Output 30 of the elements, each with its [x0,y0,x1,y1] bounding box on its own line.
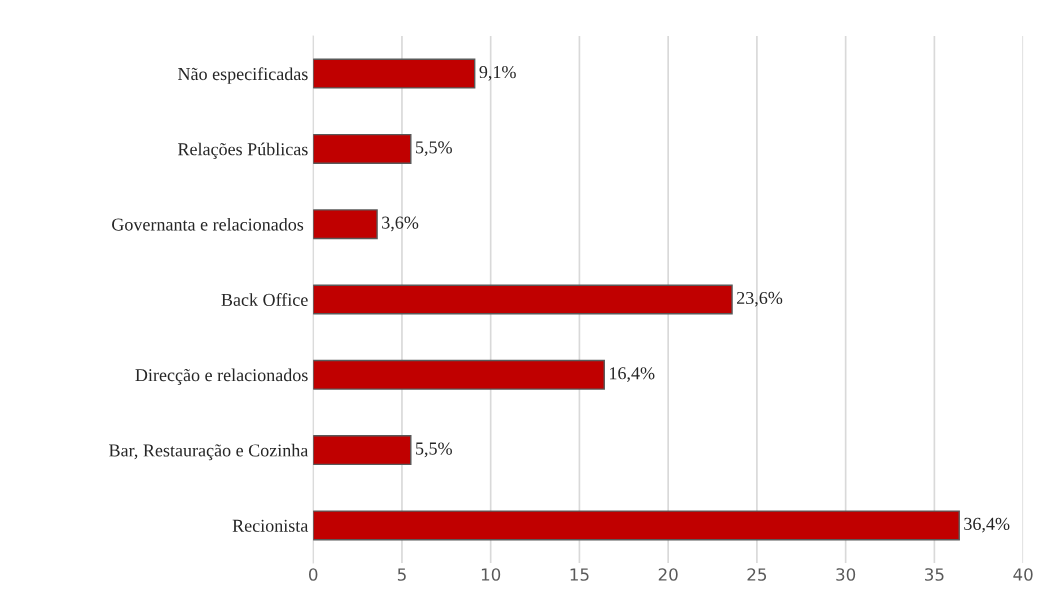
y-tick-label: Governanta e relacionados [112,217,304,231]
bar [313,133,412,164]
x-tick-label: 30 [836,568,856,581]
y-tick-label: Relações Públicas [177,142,308,160]
x-tick-label: 0 [309,568,318,581]
data-label: 23,6% [737,291,783,307]
data-label: 36,4% [964,517,1010,533]
y-tick-label: Direcção e relacionados [135,368,308,385]
bar [313,284,733,315]
x-tick-label: 10 [481,568,501,581]
x-tick-label: 40 [1013,568,1033,581]
bar [313,359,605,390]
bar [313,435,412,466]
x-tick-label: 15 [570,568,589,581]
x-tick-label: 25 [747,568,767,581]
y-tick-label: Bar, Restauração e Cozinha [109,443,309,461]
y-tick-label: Recionista [232,519,309,532]
bar [313,209,378,240]
bar [313,510,960,541]
bar [313,58,476,89]
data-label: 9,1% [479,65,516,81]
y-tick-label: Não especificadas [178,67,308,84]
data-label: 5,5% [416,141,452,157]
x-tick-label: 20 [658,568,678,581]
data-label: 5,5% [416,442,452,458]
x-tick-label: 5 [397,568,406,581]
y-tick-label: Back Office [221,293,308,306]
data-label: 3,6% [382,216,419,232]
data-label: 16,4% [610,367,655,382]
x-tick-label: 35 [925,568,944,581]
